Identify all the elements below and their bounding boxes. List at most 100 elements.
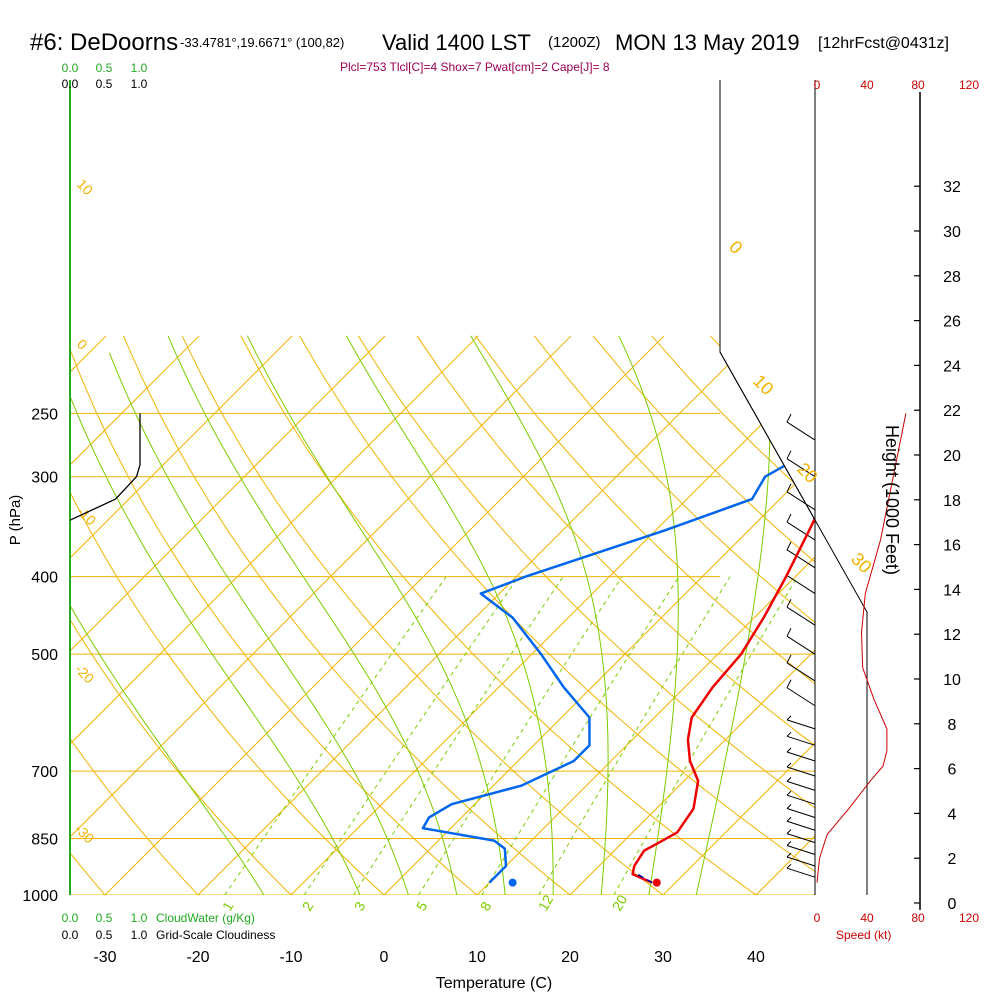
cloudiness-label: Grid-Scale Cloudiness: [156, 928, 275, 942]
dry-adiabat: [70, 335, 215, 895]
isotherm-line: [849, 336, 1000, 895]
cloudwater-tick: 0.0: [62, 911, 79, 925]
dry-adiabat: [651, 335, 815, 895]
mixing-ratio-label: 8: [477, 899, 495, 914]
mixing-ratio-line: [352, 576, 564, 895]
station-coords: -33.4781°,19.6671° (100,82): [180, 35, 344, 50]
plot-frame: [69, 80, 921, 910]
isotherm-line: [70, 335, 386, 895]
forecast-date: MON 13 May 2019: [615, 30, 800, 55]
cloudwater-tick: 0.0: [62, 61, 79, 75]
wind-barb: [786, 654, 816, 682]
moist-adiabat: [70, 384, 368, 895]
wind-barb: [786, 829, 816, 844]
cloudiness-tick: 1.0: [131, 928, 148, 942]
cloudiness-profile: [69, 413, 141, 521]
cloudiness-tick: 0.0: [62, 928, 79, 942]
cloudwater-tick: 0.5: [96, 911, 113, 925]
speed-tick: 0: [814, 911, 821, 925]
dry-adiabat: [240, 335, 781, 895]
isotherm-line: [104, 335, 665, 895]
moist-adiabat: [108, 352, 414, 895]
mixing-ratio-label: 20: [609, 892, 631, 914]
moist-adiabat: [167, 335, 461, 895]
height-tick-30: 30: [943, 224, 961, 241]
pressure-tick-850: 850: [31, 832, 58, 849]
dry-adiabat: [357, 335, 815, 895]
mixing-ratio-line: [613, 576, 798, 895]
mixing-ratio-line: [418, 576, 623, 895]
temperature-tick: -30: [93, 949, 116, 966]
y-axis-label: P (hPa): [7, 495, 24, 546]
isotherm-line: [0, 336, 13, 895]
wind-barb: [786, 513, 816, 541]
temperature-tick: -20: [186, 949, 209, 966]
dry-adiabat: [709, 335, 815, 895]
stability-indices: Plcl=753 Tlcl[C]=4 Shox=7 Pwat[cm]=2 Cap…: [340, 60, 610, 74]
cloudiness-tick: 0.5: [96, 77, 113, 91]
parcel-path: [636, 873, 653, 884]
height-tick-22: 22: [943, 403, 961, 420]
forecast-info: [12hrFcst@0431z]: [818, 35, 949, 52]
wind-barb: [786, 715, 816, 730]
dry-adiabat: [886, 336, 1000, 912]
isotherm-label: 10: [749, 371, 777, 399]
wind-barb: [786, 731, 816, 746]
utc-time: (1200Z): [548, 34, 601, 51]
mixing-ratio-label: 2: [299, 899, 317, 914]
x-axis-label: Temperature (C): [436, 975, 552, 992]
isotherm-line: [569, 335, 815, 895]
temperature-profile: [631, 426, 815, 884]
mixing-ratio-label: 12: [535, 892, 557, 914]
height-tick-6: 6: [948, 762, 957, 779]
wind-barb: [786, 627, 816, 655]
speed-tick: 120: [959, 78, 979, 92]
height-tick-2: 2: [948, 851, 957, 868]
isotherm-line: [197, 335, 758, 895]
dry-adiabat: [768, 335, 815, 895]
height-tick-0: 0: [948, 896, 957, 913]
speed-tick: 40: [860, 911, 874, 925]
pressure-tick-300: 300: [31, 470, 58, 487]
dry-adiabat: [70, 335, 309, 895]
grid-lines: [0, 335, 1000, 912]
wind-barb: [786, 762, 816, 777]
height-tick-28: 28: [943, 269, 961, 286]
isotherm-line: [755, 335, 815, 895]
wind-barb: [786, 816, 816, 831]
height-tick-32: 32: [943, 179, 961, 196]
temperature-axis: -30 -20 -10 0 10 20 30 40: [93, 949, 765, 966]
wind-barb: [786, 804, 816, 818]
wind-barb: [786, 841, 816, 855]
cloudwater-tick: 1.0: [131, 61, 148, 75]
isotherm-label: -20: [72, 661, 98, 687]
mixing-ratio-line: [538, 576, 731, 895]
station-title: #6: DeDoorns: [30, 29, 178, 56]
isotherm-label: 20: [793, 459, 821, 487]
isotherm-line: [662, 335, 815, 895]
speed-tick: 80: [911, 911, 925, 925]
isotherm-label: 10: [74, 176, 96, 198]
wind-speed-profile: [816, 413, 907, 883]
height-tick-18: 18: [943, 493, 961, 510]
isotherm-line: [476, 335, 815, 895]
wind-barb: [786, 777, 816, 791]
moist-adiabat: [470, 335, 609, 895]
height-tick-24: 24: [943, 358, 961, 375]
cloudiness-tick: 1.0: [131, 77, 148, 91]
height-tick-20: 20: [943, 448, 961, 465]
dewpoint-profile: [421, 426, 815, 884]
wind-barb: [786, 413, 816, 441]
dry-adiabat: [475, 335, 815, 895]
pressure-tick-400: 400: [31, 570, 58, 587]
mixing-ratio-line: [303, 576, 519, 895]
wind-panel: [719, 80, 907, 895]
isotherm-label: -30: [72, 821, 98, 847]
pressure-tick-700: 700: [31, 764, 58, 781]
speed-label: Speed (kt): [836, 928, 891, 942]
cloudwater-tick: 1.0: [131, 911, 148, 925]
cloudwater-tick: 0.5: [96, 61, 113, 75]
